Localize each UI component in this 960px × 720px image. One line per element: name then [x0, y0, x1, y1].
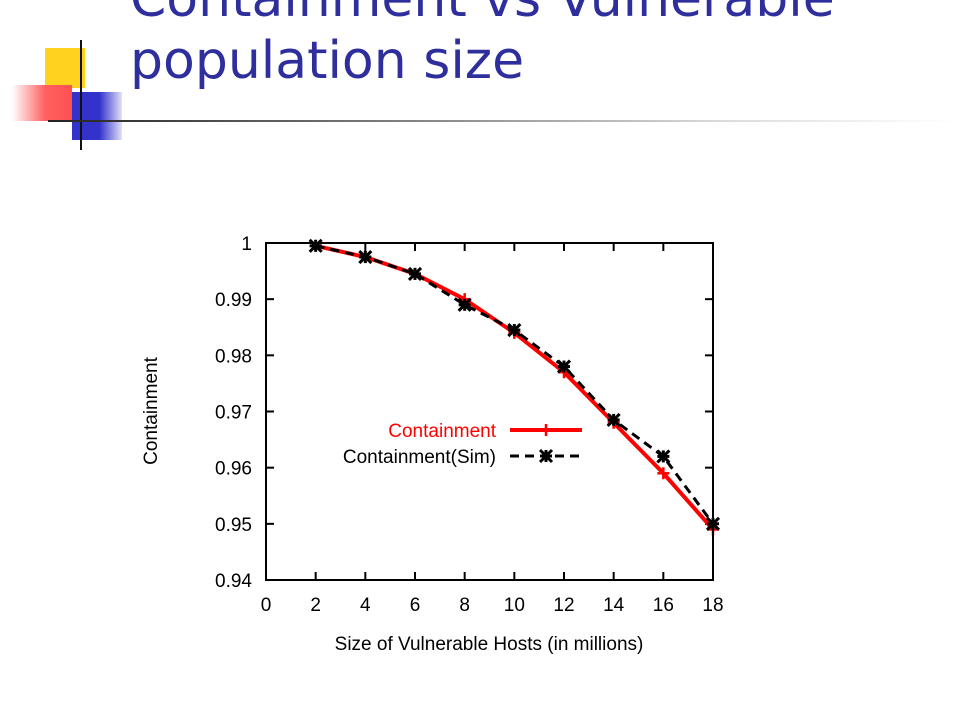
y-tick-label: 0.98: [215, 346, 252, 367]
slide-title: Containment vs Vulnerable population siz…: [130, 0, 835, 92]
legend: Containment Containment(Sim): [343, 421, 582, 468]
slide-title-line1: Containment vs Vulnerable: [130, 0, 835, 29]
star-marker: [507, 322, 522, 338]
y-tick-label: 0.99: [215, 290, 252, 311]
series-line: [315, 243, 715, 531]
slide-title-line2: population size: [130, 31, 525, 91]
star-marker: [556, 359, 572, 374]
logo-yellow-square: [45, 48, 85, 88]
axis-ticks: [265, 242, 714, 581]
series-line: [315, 244, 715, 525]
x-tick-label: 18: [702, 595, 723, 616]
star-marker: [358, 249, 373, 265]
y-axis-label: Containment: [141, 356, 162, 464]
star-marker: [308, 238, 323, 253]
y-tick-label: 0.95: [215, 515, 252, 536]
x-tick-label: 2: [310, 595, 321, 616]
y-tick-label: 0.96: [215, 459, 252, 480]
plus-marker: [657, 467, 670, 480]
logo-vertical-line: [80, 40, 82, 150]
x-tick-label: 12: [553, 595, 574, 616]
y-tick-label: 1: [241, 234, 252, 255]
tick-labels: 0 2 4 6 8 10 12 14 16 18 0.94 0.95 0.96 0.97 0.98 0.99 1: [215, 234, 724, 616]
x-tick-label: 4: [360, 595, 371, 616]
plus-marker: [540, 424, 552, 436]
x-tick-label: 16: [653, 595, 674, 616]
x-axis-label: Size of Vulnerable Hosts (in millions): [335, 634, 644, 655]
y-tick-label: 0.97: [215, 403, 252, 424]
star-marker: [656, 449, 671, 464]
title-divider: [48, 120, 960, 122]
logo-red-square: [12, 85, 72, 121]
x-tick-label: 14: [603, 595, 625, 616]
plot-frame: [265, 242, 714, 581]
legend-label: Containment(Sim): [343, 447, 496, 468]
star-marker: [538, 448, 554, 464]
series-containment-sim: [308, 238, 721, 531]
series-containment: [309, 239, 719, 536]
x-tick-label: 6: [410, 595, 421, 616]
y-tick-label: 0.94: [215, 571, 252, 592]
star-marker: [457, 297, 472, 312]
star-marker: [407, 266, 423, 281]
containment-chart: 0 2 4 6 8 10 12 14 16 18 0.94 0.95 0.96 0.97 0.98 0.99 1…: [141, 234, 724, 655]
legend-label: Containment: [388, 421, 496, 442]
x-tick-label: 8: [459, 595, 470, 616]
series-layer: [308, 238, 721, 536]
x-tick-label: 10: [504, 595, 525, 616]
star-marker: [606, 412, 621, 427]
x-tick-label: 0: [261, 595, 272, 616]
